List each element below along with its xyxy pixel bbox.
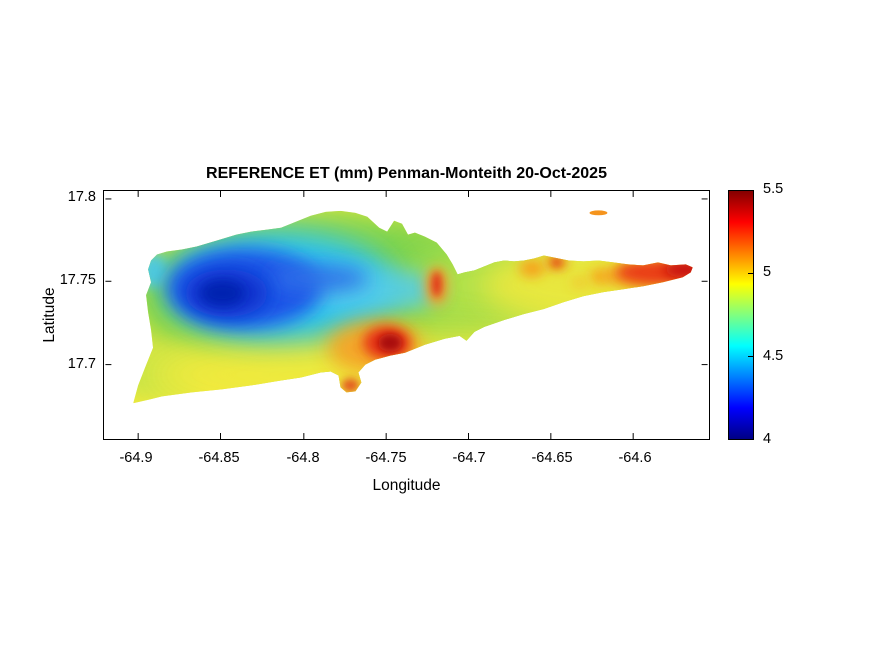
north-coast-orange-streak: [424, 266, 449, 307]
y-tick-label: 17.75: [59, 272, 96, 288]
colorbar-tick: [748, 439, 753, 440]
axis-tick-marks: [105, 191, 708, 439]
colorbar-tick: [748, 273, 753, 274]
y-axis-label: Latitude: [41, 287, 58, 343]
colorbar-tick-label: 5: [763, 264, 772, 280]
chart-title: REFERENCE ET (mm) Penman-Monteith 20-Oct…: [206, 165, 607, 182]
x-tick-label: -64.7: [452, 450, 486, 466]
colorbar-tick-label: 5.5: [763, 181, 784, 197]
x-tick-label: -64.6: [618, 450, 652, 466]
colorbar: [728, 190, 754, 440]
y-tick-label: 17.7: [67, 356, 96, 372]
x-tick-label: -64.75: [365, 450, 407, 466]
x-tick-label: -64.9: [119, 450, 153, 466]
colorbar-tick-label: 4: [763, 431, 772, 447]
et-heatmap: [105, 191, 708, 439]
x-tick-label: -64.85: [198, 450, 240, 466]
plot-area: [103, 190, 710, 440]
y-tick-label: 17.8: [67, 189, 96, 205]
x-tick-label: -64.65: [531, 450, 573, 466]
lowest-et-blue-region: [166, 248, 369, 328]
colorbar-tick: [748, 190, 753, 191]
x-axis-label: Longitude: [372, 477, 441, 494]
x-tick-label: -64.8: [286, 450, 320, 466]
colorbar-tick-label: 4.5: [763, 348, 784, 364]
colorbar-tick: [748, 356, 753, 357]
offshore-islet: [589, 210, 608, 216]
island-et-field: [133, 210, 693, 404]
